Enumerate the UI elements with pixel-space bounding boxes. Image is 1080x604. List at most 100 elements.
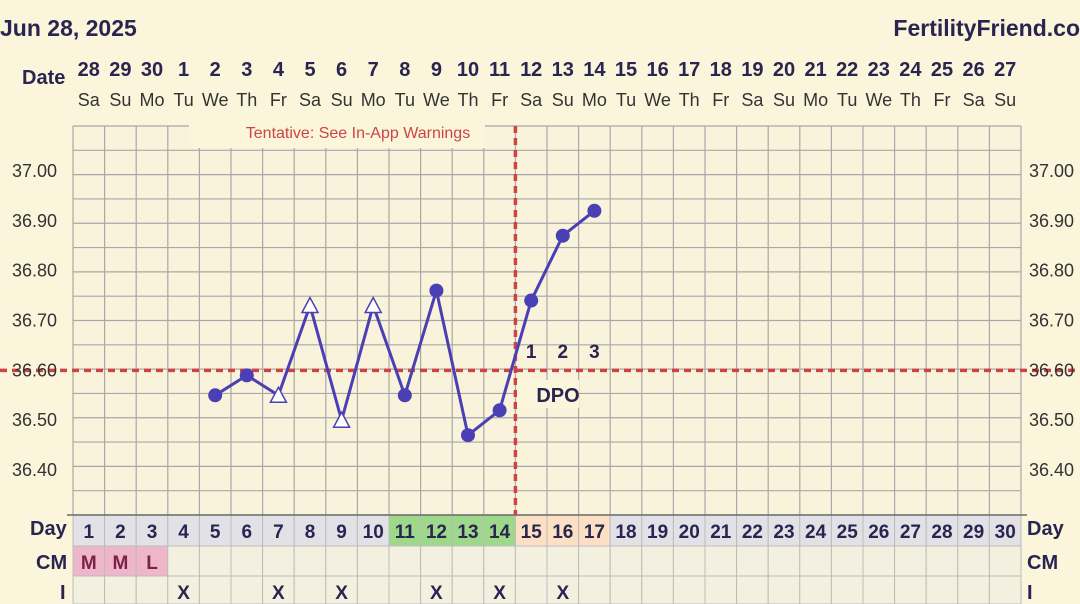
- intercourse-cell[interactable]: [135, 575, 169, 604]
- day-cell[interactable]: [72, 514, 106, 547]
- cm-cell[interactable]: [514, 545, 548, 577]
- cm-cell[interactable]: [451, 545, 485, 577]
- cm-cell[interactable]: [230, 545, 264, 577]
- weekday-label: Tu: [395, 90, 415, 110]
- day-cell[interactable]: [293, 514, 327, 547]
- intercourse-cell[interactable]: [104, 575, 137, 604]
- intercourse-cell[interactable]: [767, 575, 801, 604]
- weekday-label: Sa: [963, 90, 986, 110]
- temperature-point-open[interactable]: [332, 410, 351, 428]
- intercourse-cell[interactable]: [451, 575, 485, 604]
- temperature-point[interactable]: [524, 293, 539, 308]
- cm-cell[interactable]: [767, 545, 801, 577]
- date-label: 5: [304, 59, 315, 81]
- cm-cell[interactable]: [356, 545, 390, 577]
- temperature-point[interactable]: [208, 388, 223, 403]
- day-cell[interactable]: [546, 514, 580, 547]
- cycle-day-label: 28: [931, 522, 952, 543]
- intercourse-cell[interactable]: [862, 575, 896, 604]
- cm-cell[interactable]: [925, 545, 959, 577]
- day-cell[interactable]: [578, 514, 611, 547]
- intercourse-cell[interactable]: [230, 575, 264, 604]
- intercourse-cell[interactable]: [641, 575, 674, 604]
- cm-cell[interactable]: [799, 545, 832, 577]
- intercourse-cell[interactable]: [957, 575, 990, 604]
- intercourse-cell[interactable]: [578, 575, 611, 604]
- temperature-point-open[interactable]: [300, 295, 320, 314]
- cm-cell[interactable]: [830, 545, 864, 577]
- cm-row-label-left: CM: [36, 552, 67, 574]
- cm-cell[interactable]: [546, 545, 580, 577]
- intercourse-mark: X: [272, 583, 285, 604]
- weekday-label: Mo: [139, 90, 164, 110]
- temperature-point[interactable]: [429, 283, 444, 298]
- cm-cell[interactable]: [262, 545, 295, 577]
- cm-cell[interactable]: [483, 545, 516, 577]
- cm-cell[interactable]: [167, 545, 200, 577]
- weekday-label: We: [865, 90, 892, 110]
- day-cell[interactable]: [135, 514, 169, 547]
- day-cell[interactable]: [514, 514, 548, 547]
- temperature-point[interactable]: [492, 403, 507, 418]
- cm-cell[interactable]: [672, 545, 706, 577]
- temperature-point[interactable]: [587, 203, 602, 218]
- day-cell[interactable]: [420, 514, 453, 547]
- intercourse-cell[interactable]: [988, 575, 1022, 604]
- cm-cell[interactable]: [609, 545, 643, 577]
- date-label: 23: [868, 59, 890, 81]
- cm-cell[interactable]: [736, 545, 769, 577]
- cm-cell[interactable]: [578, 545, 611, 577]
- intercourse-cell[interactable]: [830, 575, 864, 604]
- cycle-day-label: 15: [521, 522, 543, 543]
- day-cell[interactable]: [325, 514, 358, 547]
- cm-cell[interactable]: [957, 545, 990, 577]
- temperature-point[interactable]: [555, 228, 570, 243]
- cm-cell[interactable]: [198, 545, 232, 577]
- cm-cell[interactable]: [862, 545, 896, 577]
- cm-cell[interactable]: [894, 545, 927, 577]
- temperature-point[interactable]: [397, 388, 412, 403]
- cm-cell[interactable]: [704, 545, 738, 577]
- intercourse-mark: X: [493, 583, 506, 604]
- y-tick-right: 36.80: [1029, 261, 1074, 281]
- tentative-warning[interactable]: Tentative: See In-App Warnings: [246, 125, 470, 142]
- intercourse-cell[interactable]: [609, 575, 643, 604]
- intercourse-cell[interactable]: [704, 575, 738, 604]
- intercourse-cell[interactable]: [546, 575, 580, 604]
- cm-cell[interactable]: [325, 545, 358, 577]
- intercourse-cell[interactable]: [262, 575, 295, 604]
- date-label: 12: [520, 59, 542, 81]
- intercourse-cell[interactable]: [198, 575, 232, 604]
- cm-cell[interactable]: [420, 545, 453, 577]
- intercourse-cell[interactable]: [514, 575, 548, 604]
- cm-cell[interactable]: [293, 545, 327, 577]
- day-cell[interactable]: [609, 514, 643, 547]
- intercourse-cell[interactable]: [293, 575, 327, 604]
- intercourse-cell[interactable]: [72, 575, 106, 604]
- day-cell[interactable]: [641, 514, 674, 547]
- intercourse-cell[interactable]: [925, 575, 959, 604]
- intercourse-cell[interactable]: [672, 575, 706, 604]
- cm-cell[interactable]: [641, 545, 674, 577]
- cm-cell[interactable]: [988, 545, 1022, 577]
- intercourse-cell[interactable]: [894, 575, 927, 604]
- intercourse-cell[interactable]: [799, 575, 832, 604]
- weekday-label: Fr: [491, 90, 508, 110]
- cm-cell[interactable]: [388, 545, 422, 577]
- date-label: 9: [431, 59, 442, 81]
- temperature-point-open[interactable]: [363, 295, 383, 314]
- cycle-day-label: 13: [457, 522, 478, 543]
- cycle-day-label: 21: [710, 522, 732, 543]
- day-cell[interactable]: [862, 514, 896, 547]
- temperature-point-open[interactable]: [269, 385, 288, 404]
- intercourse-cell[interactable]: [736, 575, 769, 604]
- day-cell[interactable]: [799, 514, 832, 547]
- temperature-point[interactable]: [461, 428, 475, 443]
- brand-name[interactable]: FertilityFriend.co: [893, 15, 1080, 41]
- intercourse-cell[interactable]: [356, 575, 390, 604]
- day-cell[interactable]: [451, 514, 485, 547]
- cycle-day-label: 2: [115, 522, 126, 543]
- intercourse-cell[interactable]: [388, 575, 422, 604]
- temperature-point[interactable]: [239, 368, 254, 383]
- chart-date: Jun 28, 2025: [0, 15, 137, 41]
